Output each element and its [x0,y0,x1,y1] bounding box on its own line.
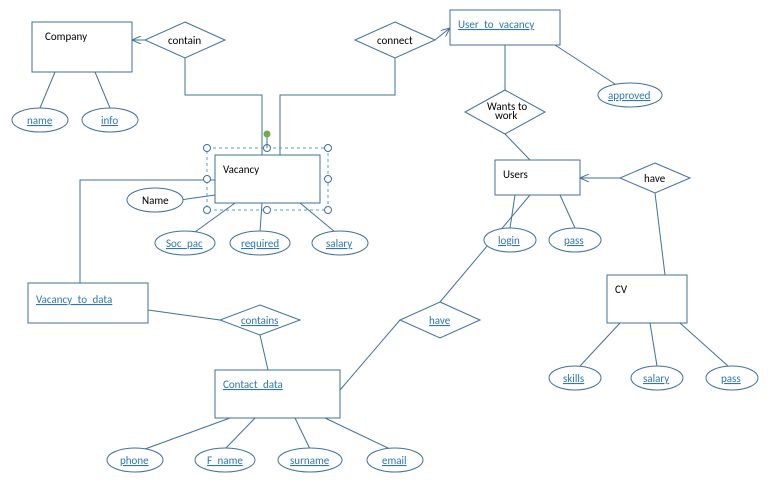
svg-text:salary: salary [643,372,669,385]
svg-text:skills: skills [563,372,584,385]
entity-user-to-vacancy-label: User_to_vacancy [458,18,534,31]
entity-company-label: Company [45,30,87,43]
svg-text:salary: salary [326,237,352,250]
relation-contain-label: contain [168,34,201,47]
entity-cv[interactable]: CV [607,275,687,323]
svg-text:surname: surname [290,454,330,467]
attr-required[interactable]: required [230,231,290,255]
relation-have2-label: have [429,314,451,327]
relation-contains-vtd-cd[interactable]: contains [220,305,300,335]
svg-text:approved: approved [608,89,650,102]
svg-text:info: info [101,114,118,127]
relation-wants-to-work[interactable]: Wants to work [465,90,545,134]
relation-contain[interactable]: contain [145,22,225,58]
svg-text:login: login [498,234,520,247]
attr-info[interactable]: info [82,108,138,132]
attr-salary-v[interactable]: salary [312,231,368,255]
entity-user-to-vacancy[interactable]: User_to_vacancy [450,10,560,45]
relation-have-users-cv[interactable]: have [620,163,690,193]
entity-vacancy-to-data[interactable]: Vacancy_to_data [28,283,148,323]
attr-email[interactable]: email [367,448,423,472]
attr-approved[interactable]: approved [598,83,662,107]
relation-wants-to-work-label-2: work [495,109,517,122]
attr-f-name[interactable]: F_name [195,448,255,472]
entity-contact-data[interactable]: Contact_data [215,370,340,418]
entity-users-label: Users [503,168,528,181]
entity-contact-data-label: Contact_data [223,378,283,391]
entity-users[interactable]: Users [495,160,580,195]
svg-text:name: name [27,114,53,127]
svg-text:email: email [382,454,407,467]
svg-text:F_name: F_name [207,454,243,467]
entity-company[interactable]: Company [32,22,132,72]
attr-pass-cv[interactable]: pass [706,366,758,390]
attr-name-company[interactable]: name [12,108,68,132]
entity-vacancy-to-data-label: Vacancy_to_data [36,293,112,306]
attr-salary-cv[interactable]: salary [631,366,683,390]
er-diagram-canvas: Company User_to_vacancy Users Vacancy_to… [0,0,768,504]
attr-name-vacancy[interactable]: Name [127,188,183,212]
svg-text:required: required [241,237,279,250]
attr-login[interactable]: login [484,228,536,252]
entity-vacancy-label: Vacancy [223,163,259,176]
svg-text:phone: phone [120,454,149,467]
attr-surname[interactable]: surname [278,448,342,472]
svg-text:Soc_pac: Soc_pac [166,237,203,250]
attr-pass-u[interactable]: pass [549,228,601,252]
relation-connect[interactable]: connect [355,22,435,58]
relation-contains2-label: contains [241,314,278,327]
attr-soc-pac[interactable]: Soc_pac [155,231,215,255]
svg-text:Name: Name [142,194,169,207]
relation-connect-label: connect [377,34,413,47]
relation-have1-label: have [644,172,666,185]
entity-vacancy[interactable]: Vacancy [204,131,332,214]
attr-skills[interactable]: skills [549,366,601,390]
relation-have-users-cd[interactable]: have [400,302,480,338]
svg-text:pass: pass [721,372,741,385]
svg-text:pass: pass [564,234,584,247]
attr-phone[interactable]: phone [107,448,163,472]
entity-cv-label: CV [615,283,628,296]
